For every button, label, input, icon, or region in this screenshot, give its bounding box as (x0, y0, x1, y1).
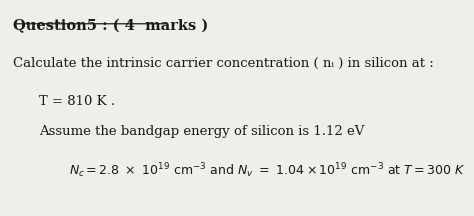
Text: Calculate the intrinsic carrier concentration ( nᵢ ) in silicon at :: Calculate the intrinsic carrier concentr… (13, 57, 433, 70)
Text: T = 810 K .: T = 810 K . (39, 95, 115, 108)
Text: Question5 : ( 4  marks ): Question5 : ( 4 marks ) (13, 18, 208, 33)
Text: Assume the bandgap energy of silicon is 1.12 eV: Assume the bandgap energy of silicon is … (39, 125, 365, 138)
Text: $N_c = 2.8\ \times\ 10^{19}\ \mathrm{cm}^{-3}\ \mathrm{and}\ N_v\ =\ 1.04 \times: $N_c = 2.8\ \times\ 10^{19}\ \mathrm{cm}… (69, 161, 465, 180)
